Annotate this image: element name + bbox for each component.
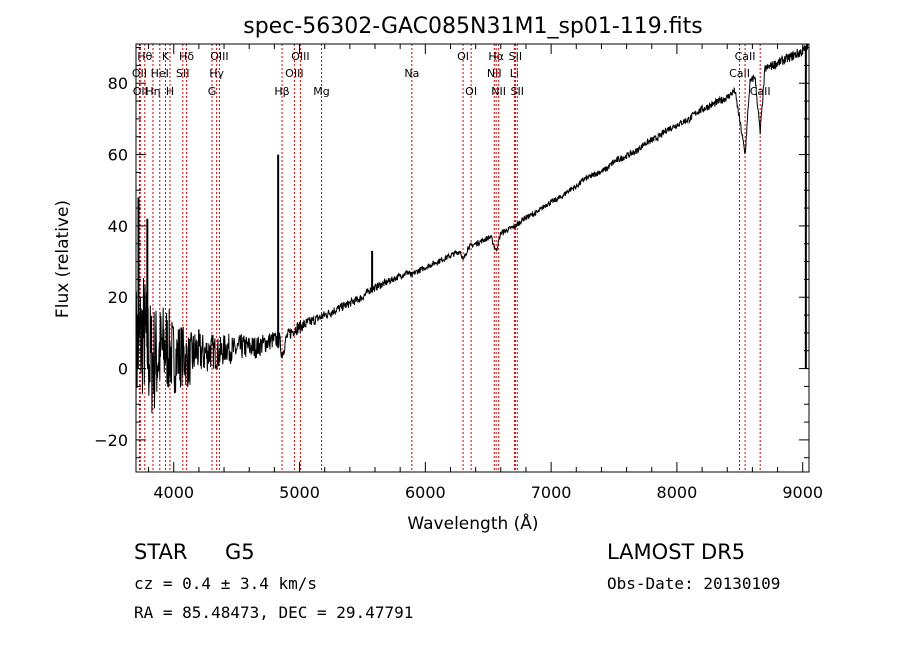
plot-frame xyxy=(135,43,810,473)
y-tick-label: 80 xyxy=(108,74,128,93)
object-class: STAR xyxy=(134,540,188,564)
line-marker-label: OIII xyxy=(291,50,309,63)
line-marker-label: SII xyxy=(509,50,522,63)
line-marker-label: SII xyxy=(511,85,524,98)
line-marker-label: Hγ xyxy=(209,67,224,80)
x-tick-label: 7000 xyxy=(531,483,572,502)
x-tick-label: 8000 xyxy=(657,483,698,502)
line-marker-label: SII xyxy=(176,67,189,80)
x-axis-label: Wavelength (Å) xyxy=(407,512,538,534)
axes: 4000 5000 6000 7000 8000 9000 −20 0 20 40 60 80 xyxy=(94,43,823,502)
line-marker-label: OIII xyxy=(285,67,303,80)
line-marker-label: NII xyxy=(491,85,506,98)
spectrum-series xyxy=(135,43,809,421)
survey-name: LAMOST DR5 xyxy=(607,540,746,564)
y-axis-label: Flux (relative) xyxy=(53,200,73,318)
y-tick-label: 60 xyxy=(108,146,128,165)
line-marker-label: Na xyxy=(404,67,419,80)
line-marker-label: HeI xyxy=(151,67,169,80)
line-marker-label: OI xyxy=(457,50,469,63)
line-marker-label: Mg xyxy=(313,85,329,98)
line-marker-label: H xyxy=(166,85,174,98)
line-marker-label: CaII xyxy=(729,67,750,80)
line-marker-label: CaII xyxy=(735,50,756,63)
chart-title: spec-56302-GAC085N31M1_sp01-119.fits xyxy=(243,14,703,39)
line-marker-label: Hα xyxy=(488,50,504,63)
line-marker-label: Li xyxy=(510,67,519,80)
object-subclass: G5 xyxy=(225,540,255,564)
line-marker-label: K xyxy=(162,50,170,63)
spectrum-line xyxy=(135,43,809,421)
y-tick-label: 0 xyxy=(118,360,128,379)
line-marker-label: Hθ xyxy=(137,50,152,63)
line-marker-label: G xyxy=(208,85,217,98)
line-marker-label: Hδ xyxy=(179,50,194,63)
spectral-line-markers: HθOIIOIIHηHeIKHSIIHδGHγOIIIHβOIIIOIIIMgN… xyxy=(132,44,771,472)
line-marker-label: Hη xyxy=(145,85,160,98)
y-tick-label: −20 xyxy=(94,431,128,450)
x-tick-label: 4000 xyxy=(153,483,194,502)
line-marker-label: OIII xyxy=(210,50,228,63)
line-marker-label: OI xyxy=(465,85,477,98)
y-tick-label: 20 xyxy=(108,288,128,307)
x-tick-label: 6000 xyxy=(405,483,446,502)
redshift-text: cz = 0.4 ± 3.4 km/s xyxy=(134,574,318,593)
y-tick-label: 40 xyxy=(108,217,128,236)
observation-date: Obs-Date: 20130109 xyxy=(607,574,781,593)
line-marker-label: OII xyxy=(132,67,147,80)
coordinates-text: RA = 85.48473, DEC = 29.47791 xyxy=(134,603,414,622)
line-marker-label: NII xyxy=(487,67,502,80)
line-marker-label: CaII xyxy=(750,85,771,98)
x-tick-label: 9000 xyxy=(782,483,823,502)
x-tick-label: 5000 xyxy=(279,483,320,502)
line-marker-label: Hβ xyxy=(274,85,289,98)
